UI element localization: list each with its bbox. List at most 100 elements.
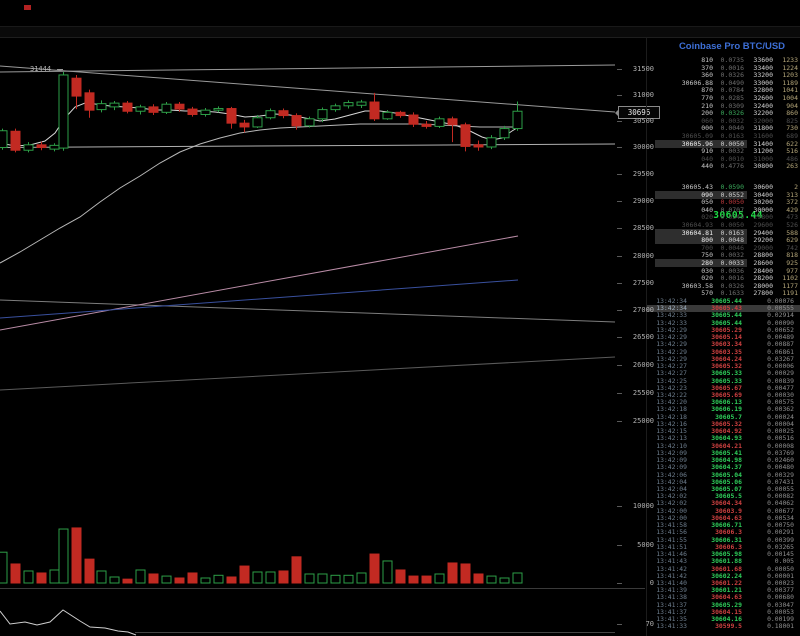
volume-axis-label: 5000 [637,541,654,549]
orderbook-row[interactable]: 360 0.0326 33200 1203 [647,71,800,79]
orderbook-row[interactable]: 30603.58 0.0326 28000 1177 [647,282,800,290]
trade-price: 30605.33 [711,376,742,385]
trendline-support [0,143,616,148]
trade-row: 13:41:46 30605.98 0.00145 [647,550,800,558]
orderbook-row[interactable]: 050 0.0050 30200 372 [647,198,800,206]
trade-amount: 0.00029 [767,369,794,378]
price-chart[interactable] [0,0,646,636]
trade-row: 13:41:40 30601.22 0.00023 [647,578,800,587]
trade-price: 30605.29 [711,325,742,334]
trade-amount: 0.00329 [767,470,794,479]
candle-body [135,106,146,112]
candle-body [356,101,367,106]
orderbook-row[interactable]: 200 0.0326 32200 860 [647,109,800,117]
orderbook-cumulative: 977 [786,266,798,275]
orderbook-row[interactable]: 280 0.0033 28600 925 [647,259,800,267]
trade-price: 30605.7 [715,412,742,421]
trade-price: 30601.21 [711,586,742,595]
trade-price: 30606.71 [711,521,742,530]
volume-bar [23,570,34,584]
orderbook-row[interactable]: 30605.09 0.0163 31600 689 [647,132,800,140]
market-title[interactable]: Coinbase Pro BTC/USD [678,41,786,52]
volume-bar [473,573,484,584]
orderbook-row[interactable]: 800 0.0048 29200 629 [647,236,800,245]
trade-time: 13:42:29 [656,347,687,356]
orderbook-row[interactable]: 030 0.0036 28400 977 [647,267,800,275]
orderbook-row[interactable]: 750 0.0032 28800 818 [647,251,800,259]
orderbook-row[interactable]: 30605.96 0.0050 31400 622 [647,139,800,148]
trade-price: 30605.14 [711,333,742,342]
trade-time: 13:41:40 [656,578,687,587]
orderbook-cumulative: 486 [786,154,798,163]
orderbook-row[interactable]: 000 0.0040 31800 730 [647,124,800,132]
orderbook-row[interactable]: 090 0.0552 30400 313 [647,190,800,199]
price-axis-label: 25000 [632,417,654,425]
orderbook-row[interactable]: 30604.81 0.0163 29400 588 [647,228,800,237]
trade-amount: 0.00399 [767,535,794,544]
candle-body [239,122,250,128]
trade-time: 13:42:18 [656,405,687,414]
trade-price: 30606.3 [715,542,742,551]
orderbook-row[interactable]: 700 0.0046 29000 742 [647,244,800,252]
orderbook-row[interactable]: 910 0.0032 31200 516 [647,147,800,155]
volume-bar [278,570,289,584]
orderbook-price-level: 32800 [753,86,773,95]
orderbook-row-highlight [655,228,747,237]
orderbook-order-price: 040 [701,205,713,214]
price-axis-label: 28000 [632,252,654,260]
orderbook-row[interactable]: 020 0.0016 28200 1102 [647,274,800,282]
orderbook-row[interactable]: 30604.93 0.0050 29600 526 [647,221,800,229]
orderbook-row[interactable]: 370 0.0016 33400 1224 [647,64,800,72]
price-axis-label: 26500 [632,333,654,341]
volume-bar [343,574,354,584]
orderbook-row[interactable]: 870 0.0784 32800 1041 [647,86,800,94]
orderbook-row[interactable]: 440 0.4776 30800 263 [647,162,800,170]
orderbook-row[interactable]: 30605.43 0.0590 30600 2 [647,183,800,191]
orderbook-row[interactable]: 810 0.0735 33600 1233 [647,56,800,64]
candle-body [278,110,289,117]
trade-row: 13:41:38 30604.63 0.00680 [647,594,800,601]
orderbook-price-level: 29000 [753,243,773,252]
orderbook-row[interactable]: 040 0.0707 30000 429 [647,206,800,214]
volume-bar [96,570,107,584]
volume-bar [265,571,276,584]
orderbook-cumulative: 263 [786,162,798,171]
orderbook-amount: 0.0552 [720,190,744,199]
trade-price: 30604.16 [711,615,742,624]
orderbook-price-level: 28200 [753,274,773,283]
trade-time: 13:42:29 [656,354,687,363]
orderbook-row[interactable]: 30606.88 0.0490 33000 1189 [647,79,800,87]
trade-amount: 0.03265 [767,542,794,551]
orderbook-cumulative: 588 [786,228,798,237]
candle-body [49,144,60,150]
orderbook-amount: 0.0016 [720,63,744,72]
chart-marker-red [24,5,31,10]
price-axis-label: 31000 [632,91,654,99]
orderbook-row[interactable]: 020 0.0340 29800 473 [647,213,800,221]
orderbook-row[interactable]: 040 0.0010 31000 486 [647,155,800,163]
trade-row: 13:42:10 30604.21 0.00008 [647,442,800,450]
orderbook-cumulative: 818 [786,251,798,260]
volume-bar [36,572,47,584]
orderbook-order-price: 30603.58 [681,281,713,290]
trade-amount: 0.18001 [767,622,794,631]
trade-row: 13:42:18 30605.7 0.00024 [647,412,800,421]
orderbook-amount: 0.0040 [720,124,744,133]
trade-price: 30599.5 [715,622,742,631]
trade-time: 13:42:06 [656,470,687,479]
orderbook-order-price: 040 [701,154,713,163]
trade-amount: 0.00534 [767,513,794,522]
orderbook-order-price: 30605.09 [681,132,713,140]
trade-time: 13:42:04 [656,484,687,493]
candle-body [395,111,406,117]
orderbook-cumulative: 1191 [782,289,798,298]
trade-price: 30605.07 [711,484,742,493]
trade-price: 30605.32 [711,362,742,371]
orderbook-row[interactable]: 210 0.0309 32400 904 [647,102,800,110]
orderbook-order-price: 000 [701,124,713,133]
orderbook-row[interactable]: 570 0.1633 27800 1191 [647,289,800,297]
volume-axis-label: 0 [649,579,654,587]
trade-time: 13:41:38 [656,593,687,602]
orderbook-row[interactable]: 770 0.0285 32600 1004 [647,94,800,102]
orderbook-row[interactable]: 060 0.0032 32000 825 [647,117,800,125]
